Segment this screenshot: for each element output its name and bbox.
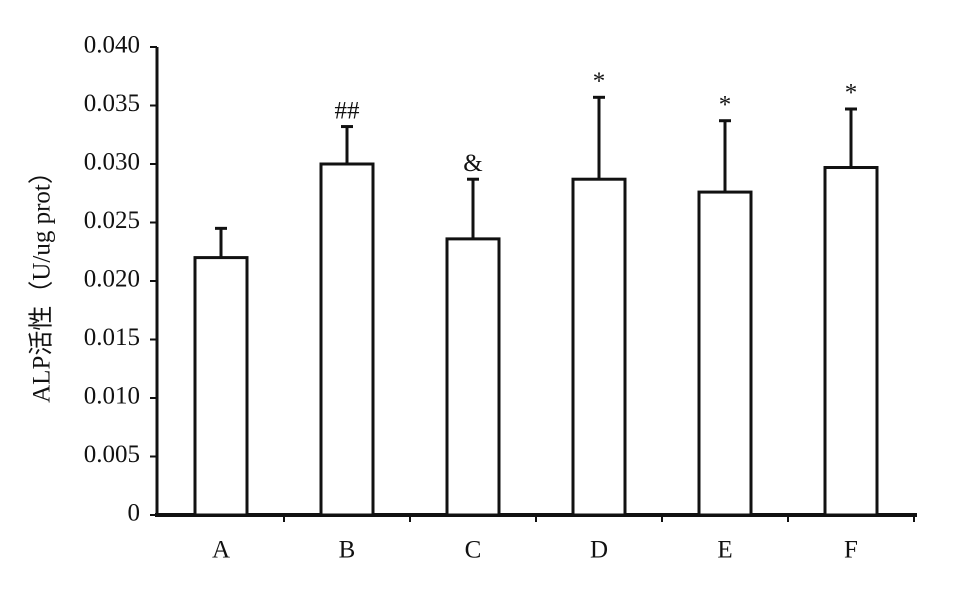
bar xyxy=(823,166,879,517)
bar xyxy=(445,237,501,517)
y-tick-label: 0.025 xyxy=(84,207,140,234)
y-tick-label: 0.005 xyxy=(84,441,140,468)
y-tick-label: 0.020 xyxy=(84,266,140,293)
annotation: & xyxy=(463,150,482,177)
annotation: * xyxy=(593,68,606,95)
annotation: ## xyxy=(335,97,361,124)
x-tick-label: E xyxy=(717,537,732,564)
x-axis-ticks xyxy=(283,515,915,522)
y-tick-label: 0 xyxy=(128,500,141,527)
x-tick-label: B xyxy=(339,537,356,564)
y-tick-label: 0.035 xyxy=(84,90,140,117)
y-tick-label: 0.040 xyxy=(84,32,140,59)
y-tick-label: 0.030 xyxy=(84,149,140,176)
x-tick-label: D xyxy=(590,537,608,564)
y-axis-label: ALP活性（U/ug prot） xyxy=(28,159,56,403)
bar xyxy=(697,190,753,517)
bar xyxy=(193,256,249,517)
x-tick-label: A xyxy=(212,537,230,564)
x-tick-label: C xyxy=(465,537,482,564)
bar xyxy=(571,177,627,517)
annotation: * xyxy=(845,80,858,107)
y-tick-label: 0.010 xyxy=(84,383,140,410)
x-tick-label: F xyxy=(844,537,858,564)
bar xyxy=(319,162,375,517)
y-tick-label: 0.015 xyxy=(84,324,140,351)
annotation: * xyxy=(719,91,732,118)
